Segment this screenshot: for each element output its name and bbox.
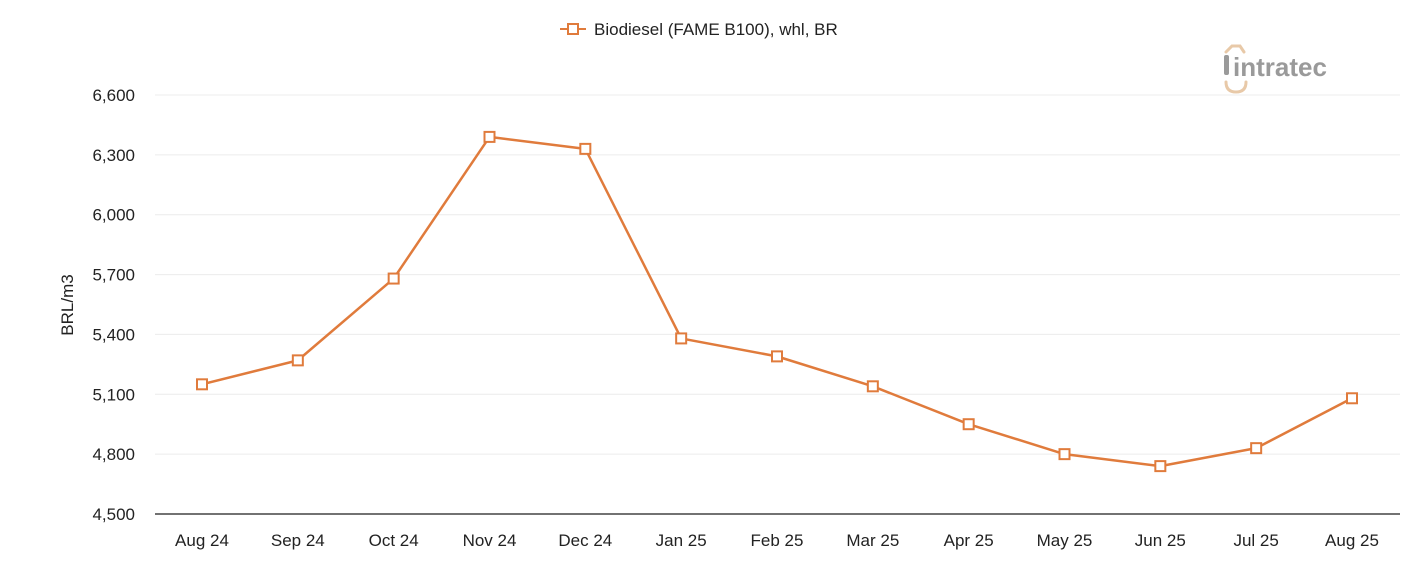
data-point[interactable]: [387, 272, 400, 285]
y-tick-label: 4,800: [92, 445, 135, 464]
x-tick-label: Sep 24: [271, 531, 325, 550]
data-point[interactable]: [962, 418, 975, 431]
data-point[interactable]: [866, 380, 879, 393]
x-tick-label: Apr 25: [944, 531, 994, 550]
x-tick-label: Aug 24: [175, 531, 229, 550]
data-point[interactable]: [579, 142, 592, 155]
intratec-logo-icon: [1224, 44, 1248, 94]
y-tick-label: 5,100: [92, 385, 135, 404]
x-tick-labels: Aug 24 Sep 24 Oct 24 Nov 24 Dec 24 Jan 25 Feb …: [175, 531, 1379, 550]
intratec-logo: intratec: [1224, 44, 1327, 94]
x-tick-label: Jul 25: [1233, 531, 1278, 550]
y-axis-title: BRL/m3: [58, 274, 77, 335]
data-point[interactable]: [483, 130, 496, 143]
data-point[interactable]: [196, 378, 208, 391]
y-tick-label: 6,000: [92, 206, 135, 225]
data-point[interactable]: [1346, 392, 1358, 405]
data-point[interactable]: [1154, 460, 1167, 473]
data-point[interactable]: [1250, 442, 1263, 455]
legend-label: Biodiesel (FAME B100), whl, BR: [594, 20, 838, 39]
y-tick-label: 6,300: [92, 146, 135, 165]
data-point[interactable]: [675, 332, 688, 345]
legend[interactable]: Biodiesel (FAME B100), whl, BR: [560, 20, 838, 39]
logo-wordmark: intratec: [1233, 52, 1327, 82]
y-tick-label: 5,400: [92, 325, 135, 344]
gridlines: [155, 94, 1400, 455]
legend-marker-swatch: [567, 23, 579, 35]
y-tick-label: 4,500: [92, 505, 135, 524]
data-point[interactable]: [771, 350, 783, 363]
x-tick-label: Aug 25: [1325, 531, 1379, 550]
x-tick-label: Dec 24: [558, 531, 612, 550]
x-tick-label: Feb 25: [751, 531, 804, 550]
x-tick-label: Oct 24: [369, 531, 419, 550]
y-tick-label: 5,700: [92, 266, 135, 285]
x-tick-label: Jan 25: [656, 531, 707, 550]
y-tick-labels: 4,500 4,800 5,100 5,400 5,700 6,000 6,300 6,600: [92, 86, 135, 524]
series-line: [201, 135, 1353, 468]
data-point[interactable]: [291, 354, 304, 367]
x-tick-label: Nov 24: [463, 531, 517, 550]
data-point[interactable]: [1058, 448, 1071, 461]
series: [196, 130, 1358, 473]
x-tick-label: Jun 25: [1135, 531, 1186, 550]
x-tick-label: May 25: [1037, 531, 1093, 550]
x-tick-label: Mar 25: [846, 531, 899, 550]
y-tick-label: 6,600: [92, 86, 135, 105]
